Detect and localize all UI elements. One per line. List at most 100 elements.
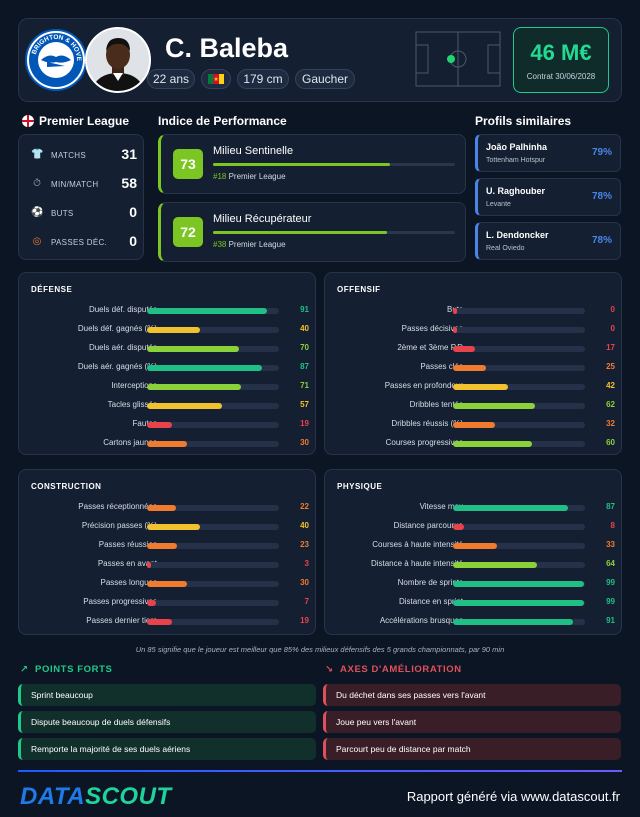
similar-profile-1[interactable]: João Palhinha Tottenham Hotspur 79%	[475, 134, 621, 172]
stat-value: 30	[300, 438, 309, 447]
stat-bar	[453, 422, 585, 428]
strength-item: Remporte la majorité de ses duels aérien…	[18, 738, 316, 760]
stat-bar-fill	[147, 327, 200, 333]
league-name: Premier League	[39, 114, 130, 128]
stat-bar-fill	[453, 441, 533, 447]
stat-row: Passes décisives 0	[325, 323, 623, 337]
stat-bar	[453, 365, 585, 371]
stat-bar-fill	[453, 543, 497, 549]
stat-value: 57	[300, 400, 309, 409]
stat-min-per-match: ⏱ MIN/MATCH 58	[27, 174, 137, 194]
target-icon: ◎	[32, 236, 42, 247]
stat-value: 8	[610, 521, 615, 530]
stat-value: 25	[606, 362, 615, 371]
ball-icon: ⚽	[31, 207, 44, 218]
stat-label: Précision passes (%)	[81, 521, 157, 530]
stat-value: 7	[304, 597, 309, 606]
stat-row: Distance parcourue 8	[325, 520, 623, 534]
stat-row: Dribbles réussis (%) 32	[325, 418, 623, 432]
stat-value: 0	[610, 324, 615, 333]
stat-goals: ⚽ BUTS 0	[31, 204, 137, 220]
stat-bar-fill	[147, 422, 173, 428]
stat-bar	[147, 619, 279, 625]
stat-bar-fill	[147, 346, 240, 352]
stat-label: Duels déf. gagnés (%)	[77, 324, 157, 333]
stat-value: 30	[300, 578, 309, 587]
stat-bar	[147, 524, 279, 530]
stat-value: 60	[606, 438, 615, 447]
stat-bar-fill	[453, 327, 457, 333]
footnote: Un 85 signifie que le joueur est meilleu…	[135, 645, 505, 654]
stat-bar	[147, 365, 279, 371]
stat-row: Duels aér. gagnés (%) 87	[19, 361, 317, 375]
stat-value: 99	[606, 578, 615, 587]
similar-profile-3[interactable]: L. Dendoncker Real Oviedo 78%	[475, 222, 621, 260]
stat-label: Tacles glissés	[107, 400, 157, 409]
stat-row: Passes longues 30	[19, 577, 317, 591]
stat-row: Distance à haute intensité 64	[325, 558, 623, 572]
stat-label: Passes dernier tiers	[86, 616, 157, 625]
strengths-title: ↗ POINTS FORTS	[20, 664, 113, 675]
height-chip: 179 cm	[237, 69, 289, 89]
weaknesses-title: ↘ AXES D'AMÉLIORATION	[325, 664, 462, 675]
stat-value: 87	[300, 362, 309, 371]
market-value: 46 M€	[530, 40, 592, 65]
stat-value: 40	[300, 324, 309, 333]
stat-bar-fill	[147, 524, 200, 530]
league-stats: 👕 MATCHS 31 ⏱ MIN/MATCH 58 ⚽ BUTS 0 ◎ PA…	[18, 134, 144, 260]
stat-label: Fautes	[132, 419, 157, 428]
stat-row: Buts0	[325, 304, 623, 318]
stat-bar	[147, 441, 279, 447]
stat-label: Passes clés	[420, 362, 463, 371]
stat-value: 91	[606, 616, 615, 625]
stat-bar	[453, 581, 585, 587]
stat-row: Précision passes (%) 40	[19, 520, 317, 534]
stat-label: Interceptions	[111, 381, 157, 390]
stat-bar-fill	[147, 505, 177, 511]
stat-label: Distance parcourue	[393, 521, 463, 530]
panel-physical: PHYSIQUE Vitesse max 87 Distance parcourue…	[324, 469, 622, 635]
stat-label: Cartons jaunes	[103, 438, 157, 447]
report-link[interactable]: Rapport généré via www.datascout.fr	[406, 789, 620, 804]
market-value-box: 46 M€ Contrat 30/06/2028	[513, 27, 609, 93]
footer-divider	[18, 770, 622, 772]
stat-bar-fill	[147, 365, 262, 371]
stat-row: Passes clés 25	[325, 361, 623, 375]
stat-value: 62	[606, 400, 615, 409]
stat-bar	[453, 562, 585, 568]
stat-bar-fill	[147, 619, 173, 625]
stat-value: 23	[300, 540, 309, 549]
stat-label: Passes progressives	[83, 597, 157, 606]
stat-bar	[147, 422, 279, 428]
performance-role: Milieu Sentinelle	[213, 145, 294, 157]
stat-bar-fill	[147, 441, 187, 447]
stat-value: 70	[300, 343, 309, 352]
stat-label: Passes en avant	[97, 559, 157, 568]
stat-value: 22	[300, 502, 309, 511]
stat-bar	[453, 327, 585, 333]
stat-bar-fill	[147, 562, 151, 568]
strength-item: Dispute beaucoup de duels défensifs	[18, 711, 316, 733]
stat-label: Distance à haute intensité	[370, 559, 463, 568]
stat-row: Distance en sprint 99	[325, 596, 623, 610]
foot-chip: Gaucher	[295, 69, 355, 89]
similar-profile-2[interactable]: U. Raghouber Levante 78%	[475, 178, 621, 216]
strength-item: Sprint beaucoup	[18, 684, 316, 706]
stat-row: Duels déf. gagnés (%) 40	[19, 323, 317, 337]
stat-label: Passes en profondeur	[384, 381, 463, 390]
stat-value: 19	[300, 616, 309, 625]
england-flag-icon	[22, 115, 34, 127]
position-pitch	[415, 31, 501, 87]
stat-value: 33	[606, 540, 615, 549]
player-header: BRIGHTON & HOVE ALBION C. Baleba 22 ans …	[18, 18, 622, 102]
stat-bar-fill	[453, 505, 568, 511]
stat-row: Duels aér. disputés 70	[19, 342, 317, 356]
stat-bar-fill	[147, 308, 268, 314]
stat-bar-fill	[453, 308, 457, 314]
stat-value: 87	[606, 502, 615, 511]
stat-row: Accélérations brusques 91	[325, 615, 623, 629]
stat-value: 40	[300, 521, 309, 530]
panel-title: CONSTRUCTION	[31, 482, 102, 491]
weakness-item: Du déchet dans ses passes vers l'avant	[323, 684, 621, 706]
performance-role: Milieu Récupérateur	[213, 213, 312, 225]
